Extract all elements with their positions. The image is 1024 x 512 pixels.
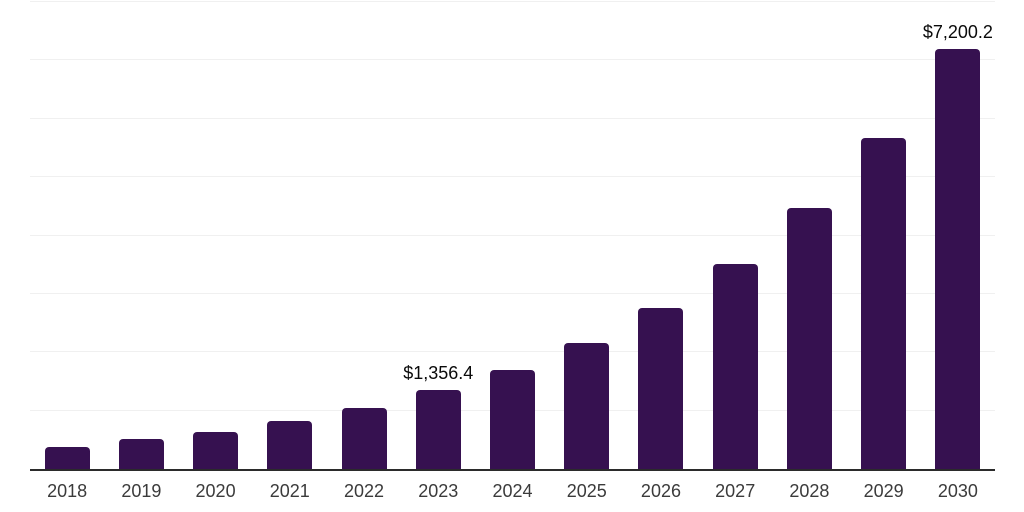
gridline	[30, 176, 995, 178]
x-axis-line	[30, 469, 995, 471]
bar-2025	[564, 342, 610, 469]
x-tick-label-2030: 2030	[937, 481, 978, 501]
bar-2023	[415, 389, 461, 469]
bar-value-label-2030: $7,200.2	[922, 21, 993, 42]
x-tick-label-2026: 2026	[640, 481, 681, 501]
plot-area: $1,356.4 $7,200.2	[30, 1, 995, 471]
gridline	[30, 292, 995, 294]
bar-2024	[490, 370, 535, 469]
gridline	[30, 351, 995, 353]
bar-2021	[267, 421, 313, 469]
bar-2027	[712, 264, 758, 469]
bar-2018	[44, 447, 90, 469]
bar-2019	[118, 439, 164, 469]
x-tick-label-2022: 2022	[344, 481, 385, 501]
x-tick-label-2029: 2029	[863, 481, 904, 501]
x-axis-labels: 2018 2019 2020 2021 2022 2023 2024 2025 2026 2027…	[30, 479, 995, 503]
bar-2026	[638, 307, 684, 469]
x-tick-label-2018: 2018	[47, 481, 88, 501]
gridline	[30, 59, 995, 61]
x-tick-label-2025: 2025	[566, 481, 607, 501]
bar-2022	[341, 408, 387, 469]
x-tick-label-2028: 2028	[789, 481, 830, 501]
bar-value-label-2023: $1,356.4	[403, 362, 474, 383]
bar-2030	[935, 48, 981, 469]
x-tick-label-2021: 2021	[269, 481, 310, 501]
gridline	[30, 117, 995, 119]
x-tick-label-2027: 2027	[715, 481, 756, 501]
bar-2029	[861, 138, 907, 469]
gridline	[30, 234, 995, 236]
x-tick-label-2024: 2024	[492, 481, 533, 501]
gridline	[30, 1, 995, 2]
x-tick-label-2019: 2019	[121, 481, 162, 501]
x-tick-label-2023: 2023	[418, 481, 459, 501]
x-tick-label-2020: 2020	[195, 481, 236, 501]
bar-2028	[786, 208, 832, 469]
bar-2020	[193, 432, 239, 469]
